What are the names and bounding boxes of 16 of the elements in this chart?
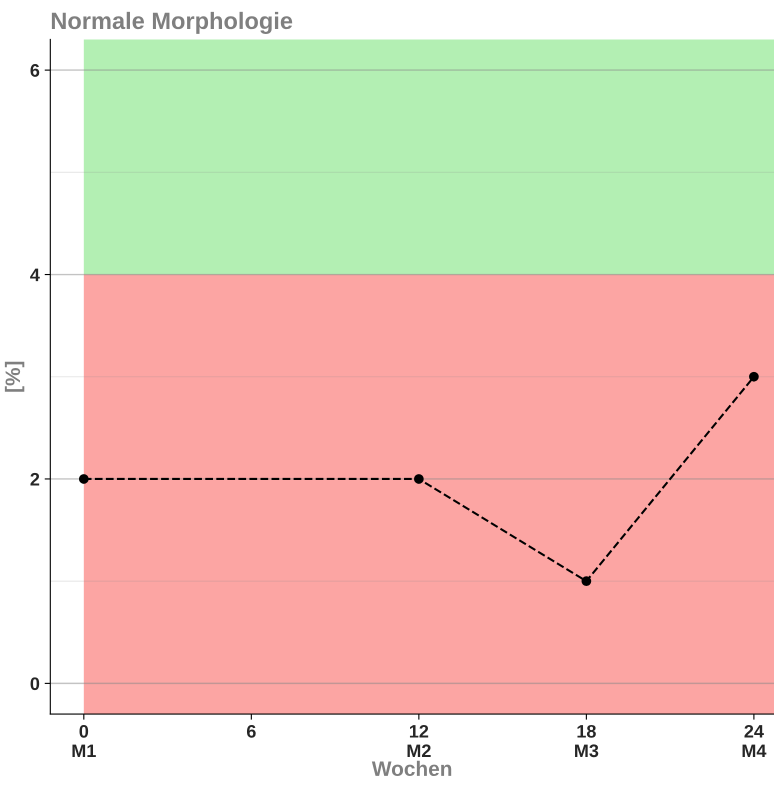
point — [414, 474, 424, 484]
point — [749, 372, 759, 382]
x-tick-label: 6 — [246, 724, 256, 738]
point — [78, 474, 89, 484]
x-tick-label: 24 M4 — [742, 724, 766, 757]
x-tick-label: 18 M3 — [575, 724, 598, 758]
y-tick-label: 4 — [30, 268, 40, 282]
point — [582, 576, 592, 586]
x-tick-label: 0 M1 — [72, 724, 96, 757]
y-tick-label: 6 — [30, 64, 40, 77]
y-tick-label: 0 — [30, 677, 40, 690]
y-axis-title: [%] — [4, 362, 24, 392]
x-tick-label: 12 M2 — [408, 724, 431, 757]
chart-title: Normale Morphologie — [52, 12, 292, 34]
x-axis-title: Wochen — [372, 760, 452, 776]
y-tick-label: 2 — [30, 472, 40, 486]
